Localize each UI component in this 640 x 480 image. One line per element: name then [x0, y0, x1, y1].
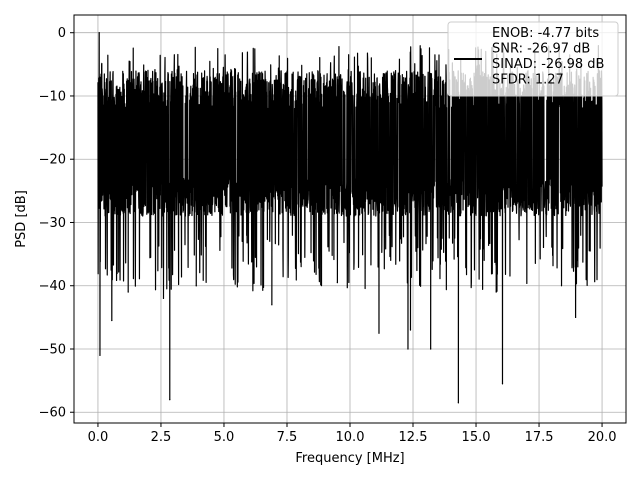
spike-point — [98, 32, 100, 34]
legend-box — [447, 21, 619, 97]
y-tick-label: −50 — [39, 342, 66, 357]
y-tick-label: −10 — [39, 89, 66, 104]
x-tick-label: 12.5 — [399, 430, 428, 445]
spike-point — [336, 281, 338, 284]
spike-point — [111, 319, 113, 322]
spike-point — [574, 316, 577, 318]
spike-point — [501, 383, 504, 385]
y-axis-label: PSD [dB] — [14, 190, 29, 248]
x-tick-label: 7.5 — [277, 430, 298, 445]
x-axis-ticks: 0.0 2.5 5.0 7.5 10.0 12.5 15.0 17.5 20.0 — [88, 423, 617, 445]
x-tick-label: 0.0 — [88, 430, 109, 445]
x-tick-label: 17.5 — [525, 430, 554, 445]
x-tick-label: 5.0 — [214, 430, 235, 445]
spike-point — [409, 329, 412, 331]
y-tick-label: −40 — [39, 279, 66, 294]
x-tick-label: 20.0 — [588, 430, 617, 445]
legend-entry-text: ENOB: -4.77 bits — [492, 26, 599, 41]
spike-point — [407, 348, 409, 350]
y-axis-ticks: 0 −10 −20 −30 −40 −50 −60 — [39, 26, 74, 421]
psd-series — [97, 32, 603, 404]
legend-entry-text: SINAD: -26.98 dB — [492, 57, 604, 72]
y-tick-label: −30 — [39, 216, 66, 231]
spike-point — [162, 297, 165, 299]
legend-entry-text: SNR: -26.97 dB — [492, 42, 590, 57]
x-tick-label: 15.0 — [462, 430, 491, 445]
spike-point — [127, 291, 129, 293]
psd-trace — [97, 32, 603, 404]
spike-point — [99, 354, 101, 356]
spike-point — [457, 402, 459, 404]
y-tick-label: 0 — [58, 26, 66, 41]
x-tick-label: 10.0 — [336, 430, 365, 445]
spike-point — [195, 285, 197, 287]
y-tick-label: −20 — [39, 153, 66, 168]
legend-entry-text: SFDR: 1.27 — [492, 73, 564, 88]
spike-point — [430, 348, 432, 350]
x-axis-label: Frequency [MHz] — [295, 451, 404, 466]
spike-point — [378, 332, 380, 334]
spike-point — [271, 304, 273, 306]
x-tick-label: 2.5 — [151, 430, 172, 445]
spike-point — [495, 291, 497, 293]
spike-point — [169, 398, 171, 401]
y-tick-label: −60 — [39, 406, 66, 421]
